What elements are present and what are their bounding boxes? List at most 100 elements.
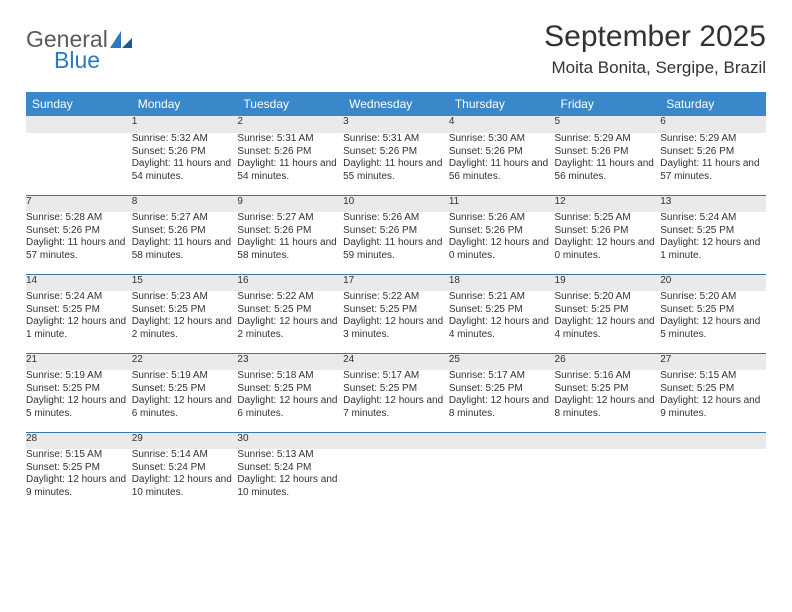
day-number: 1	[132, 116, 138, 127]
daylight-text: Daylight: 12 hours and 4 minutes.	[555, 316, 661, 341]
day-data-cell: Sunrise: 5:30 AMSunset: 5:26 PMDaylight:…	[449, 133, 555, 195]
day-data-cell: Sunrise: 5:17 AMSunset: 5:25 PMDaylight:…	[343, 370, 449, 432]
daynum-row: 282930	[26, 432, 766, 449]
day-number: 16	[237, 275, 248, 286]
day-data-cell	[26, 133, 132, 195]
daynum-row: 14 15 16 1718 19 20	[26, 274, 766, 291]
sunset-text: Sunset: 5:26 PM	[132, 146, 238, 159]
day-number: 19	[555, 275, 566, 286]
data-row: Sunrise: 5:32 AMSunset: 5:26 PMDaylight:…	[26, 133, 766, 195]
calendar-body: 1 23 456Sunrise: 5:32 AMSunset: 5:26 PMDay…	[26, 116, 766, 511]
daylight-text: Daylight: 12 hours and 1 minute.	[660, 237, 766, 262]
sunrise-text: Sunrise: 5:30 AM	[449, 133, 555, 146]
day-number-cell: 23	[237, 353, 343, 370]
day-data-cell: Sunrise: 5:20 AMSunset: 5:25 PMDaylight:…	[555, 291, 661, 353]
day-number-cell: 8	[132, 195, 238, 212]
sunrise-text: Sunrise: 5:19 AM	[132, 370, 238, 383]
day-number: 14	[26, 275, 37, 286]
day-number-cell	[660, 432, 766, 449]
day-data-cell: Sunrise: 5:22 AMSunset: 5:25 PMDaylight:…	[343, 291, 449, 353]
sunrise-text: Sunrise: 5:26 AM	[449, 212, 555, 225]
sunset-text: Sunset: 5:26 PM	[449, 146, 555, 159]
sunrise-text: Sunrise: 5:18 AM	[237, 370, 343, 383]
day-data-cell	[555, 449, 661, 511]
sunrise-text: Sunrise: 5:27 AM	[237, 212, 343, 225]
day-data-cell: Sunrise: 5:25 AMSunset: 5:26 PMDaylight:…	[555, 212, 661, 274]
daylight-text: Daylight: 12 hours and 8 minutes.	[449, 395, 555, 420]
header: General Blue September 2025 Moita Bonita…	[26, 20, 766, 78]
day-number-cell: 16	[237, 274, 343, 291]
daynum-row: 78910111213	[26, 195, 766, 212]
day-data-cell: Sunrise: 5:29 AMSunset: 5:26 PMDaylight:…	[660, 133, 766, 195]
sunset-text: Sunset: 5:25 PM	[26, 383, 132, 396]
sunset-text: Sunset: 5:26 PM	[237, 225, 343, 238]
calendar-table: Sunday Monday Tuesday Wednesday Thursday…	[26, 92, 766, 511]
day-number: 18	[449, 275, 460, 286]
day-number-cell: 24	[343, 353, 449, 370]
sunset-text: Sunset: 5:25 PM	[660, 304, 766, 317]
sunrise-text: Sunrise: 5:20 AM	[660, 291, 766, 304]
day-data-cell: Sunrise: 5:16 AMSunset: 5:25 PMDaylight:…	[555, 370, 661, 432]
day-number-cell: 17	[343, 274, 449, 291]
day-number: 28	[26, 433, 37, 444]
daylight-text: Daylight: 11 hours and 54 minutes.	[237, 158, 343, 183]
sunrise-text: Sunrise: 5:22 AM	[237, 291, 343, 304]
sunset-text: Sunset: 5:24 PM	[132, 462, 238, 475]
sunrise-text: Sunrise: 5:29 AM	[660, 133, 766, 146]
title-block: September 2025 Moita Bonita, Sergipe, Br…	[544, 20, 766, 78]
sunset-text: Sunset: 5:26 PM	[660, 146, 766, 159]
weekday-sat: Saturday	[660, 92, 766, 116]
day-number: 26	[555, 354, 566, 365]
day-number-cell: 5	[555, 116, 661, 133]
day-number-cell: 20	[660, 274, 766, 291]
sunset-text: Sunset: 5:25 PM	[237, 304, 343, 317]
sunrise-text: Sunrise: 5:29 AM	[555, 133, 661, 146]
sunset-text: Sunset: 5:25 PM	[237, 383, 343, 396]
day-number-cell: 11	[449, 195, 555, 212]
sunset-text: Sunset: 5:25 PM	[660, 383, 766, 396]
sunset-text: Sunset: 5:25 PM	[26, 462, 132, 475]
day-data-cell: Sunrise: 5:24 AMSunset: 5:25 PMDaylight:…	[26, 291, 132, 353]
day-data-cell: Sunrise: 5:27 AMSunset: 5:26 PMDaylight:…	[132, 212, 238, 274]
day-number-cell: 4	[449, 116, 555, 133]
weekday-header-row: Sunday Monday Tuesday Wednesday Thursday…	[26, 92, 766, 116]
sunset-text: Sunset: 5:25 PM	[449, 304, 555, 317]
day-number-cell: 12	[555, 195, 661, 212]
sunset-text: Sunset: 5:25 PM	[343, 383, 449, 396]
day-data-cell: Sunrise: 5:13 AMSunset: 5:24 PMDaylight:…	[237, 449, 343, 511]
daylight-text: Daylight: 12 hours and 0 minutes.	[555, 237, 661, 262]
sunset-text: Sunset: 5:26 PM	[449, 225, 555, 238]
sunrise-text: Sunrise: 5:28 AM	[26, 212, 132, 225]
day-number-cell	[449, 432, 555, 449]
day-data-cell: Sunrise: 5:15 AMSunset: 5:25 PMDaylight:…	[26, 449, 132, 511]
day-data-cell: Sunrise: 5:22 AMSunset: 5:25 PMDaylight:…	[237, 291, 343, 353]
calendar-page: General Blue September 2025 Moita Bonita…	[0, 0, 792, 531]
daylight-text: Daylight: 12 hours and 9 minutes.	[26, 474, 132, 499]
weekday-thu: Thursday	[449, 92, 555, 116]
daynum-row: 123456	[26, 116, 766, 133]
data-row: Sunrise: 5:15 AMSunset: 5:25 PMDaylight:…	[26, 449, 766, 511]
sunset-text: Sunset: 5:25 PM	[555, 304, 661, 317]
day-number-cell: 10	[343, 195, 449, 212]
daylight-text: Daylight: 12 hours and 2 minutes.	[132, 316, 238, 341]
day-number: 10	[343, 196, 354, 207]
daylight-text: Daylight: 11 hours and 58 minutes.	[237, 237, 343, 262]
sunset-text: Sunset: 5:25 PM	[343, 304, 449, 317]
sunset-text: Sunset: 5:25 PM	[132, 304, 238, 317]
daylight-text: Daylight: 12 hours and 0 minutes.	[449, 237, 555, 262]
weekday-sun: Sunday	[26, 92, 132, 116]
day-number: 15	[132, 275, 143, 286]
daylight-text: Daylight: 11 hours and 56 minutes.	[449, 158, 555, 183]
day-number: 22	[132, 354, 143, 365]
day-number: 25	[449, 354, 460, 365]
day-number-cell: 2	[237, 116, 343, 133]
daylight-text: Daylight: 12 hours and 3 minutes.	[343, 316, 449, 341]
day-number-cell: 7	[26, 195, 132, 212]
day-number-cell: 6	[660, 116, 766, 133]
daylight-text: Daylight: 12 hours and 9 minutes.	[660, 395, 766, 420]
sunset-text: Sunset: 5:26 PM	[343, 146, 449, 159]
data-row: Sunrise: 5:19 AMSunset: 5:25 PMDaylight:…	[26, 370, 766, 432]
daynum-row: 21222324252627	[26, 353, 766, 370]
sunrise-text: Sunrise: 5:17 AM	[449, 370, 555, 383]
sunrise-text: Sunrise: 5:31 AM	[343, 133, 449, 146]
